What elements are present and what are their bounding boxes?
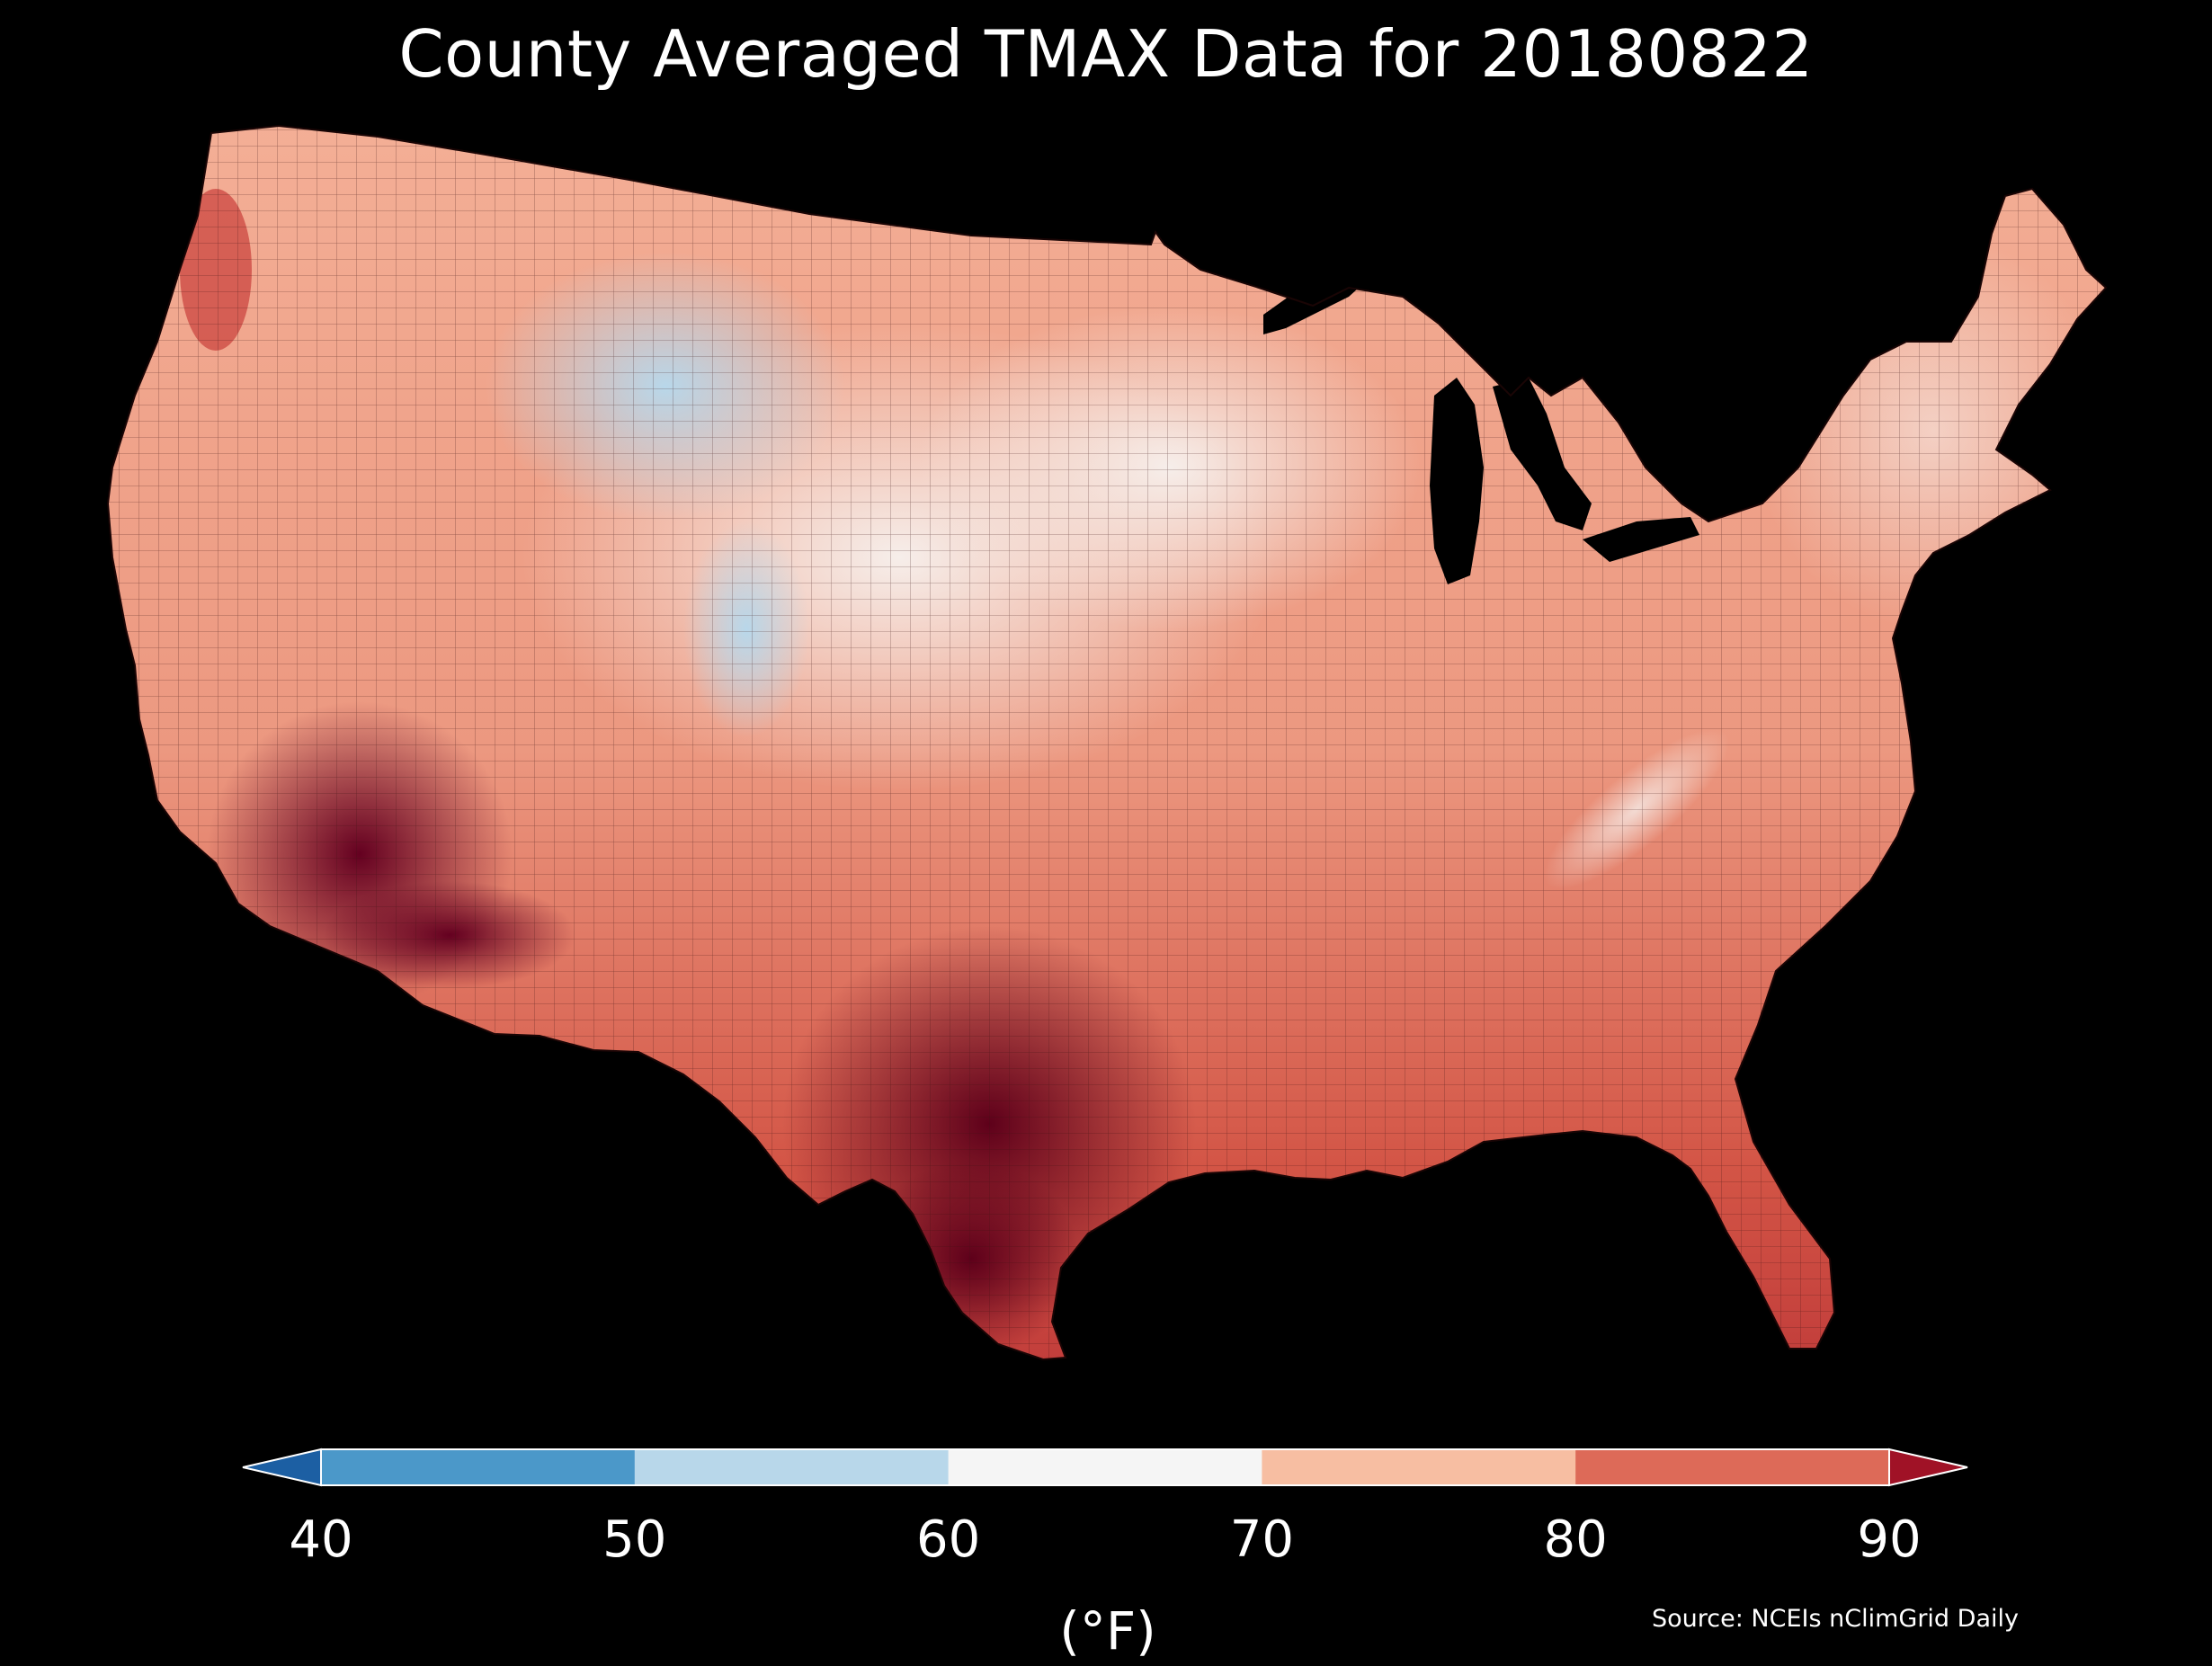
colorbar-tick-label: 70: [1229, 1510, 1295, 1569]
colorbar-frame: [320, 1448, 1890, 1486]
colorbar-tick-label: 60: [915, 1510, 981, 1569]
colorbar-bin: [948, 1449, 1262, 1485]
colorbar-bin: [1575, 1449, 1890, 1485]
colorbar-tick-label: 80: [1543, 1510, 1608, 1569]
colorbar-extend-high: [1888, 1448, 1968, 1487]
colorbar-tick-label: 50: [602, 1510, 667, 1569]
colorbar-label: (°F): [1059, 1600, 1156, 1662]
source-note: Source: NCEIs nClimGrid Daily: [1652, 1605, 2019, 1633]
colorbar-tick-label: 40: [289, 1510, 353, 1569]
great-lakes: [1263, 281, 1699, 584]
colorbar-extend-low: [242, 1448, 322, 1487]
map-title: County Averaged TMAX Data for 20180822: [398, 16, 1814, 92]
colorbar-bin: [1262, 1449, 1576, 1485]
colorbar-bin: [321, 1449, 636, 1485]
colorbar-bin: [634, 1449, 950, 1485]
colorbar-tick-label: 90: [1857, 1510, 1922, 1569]
